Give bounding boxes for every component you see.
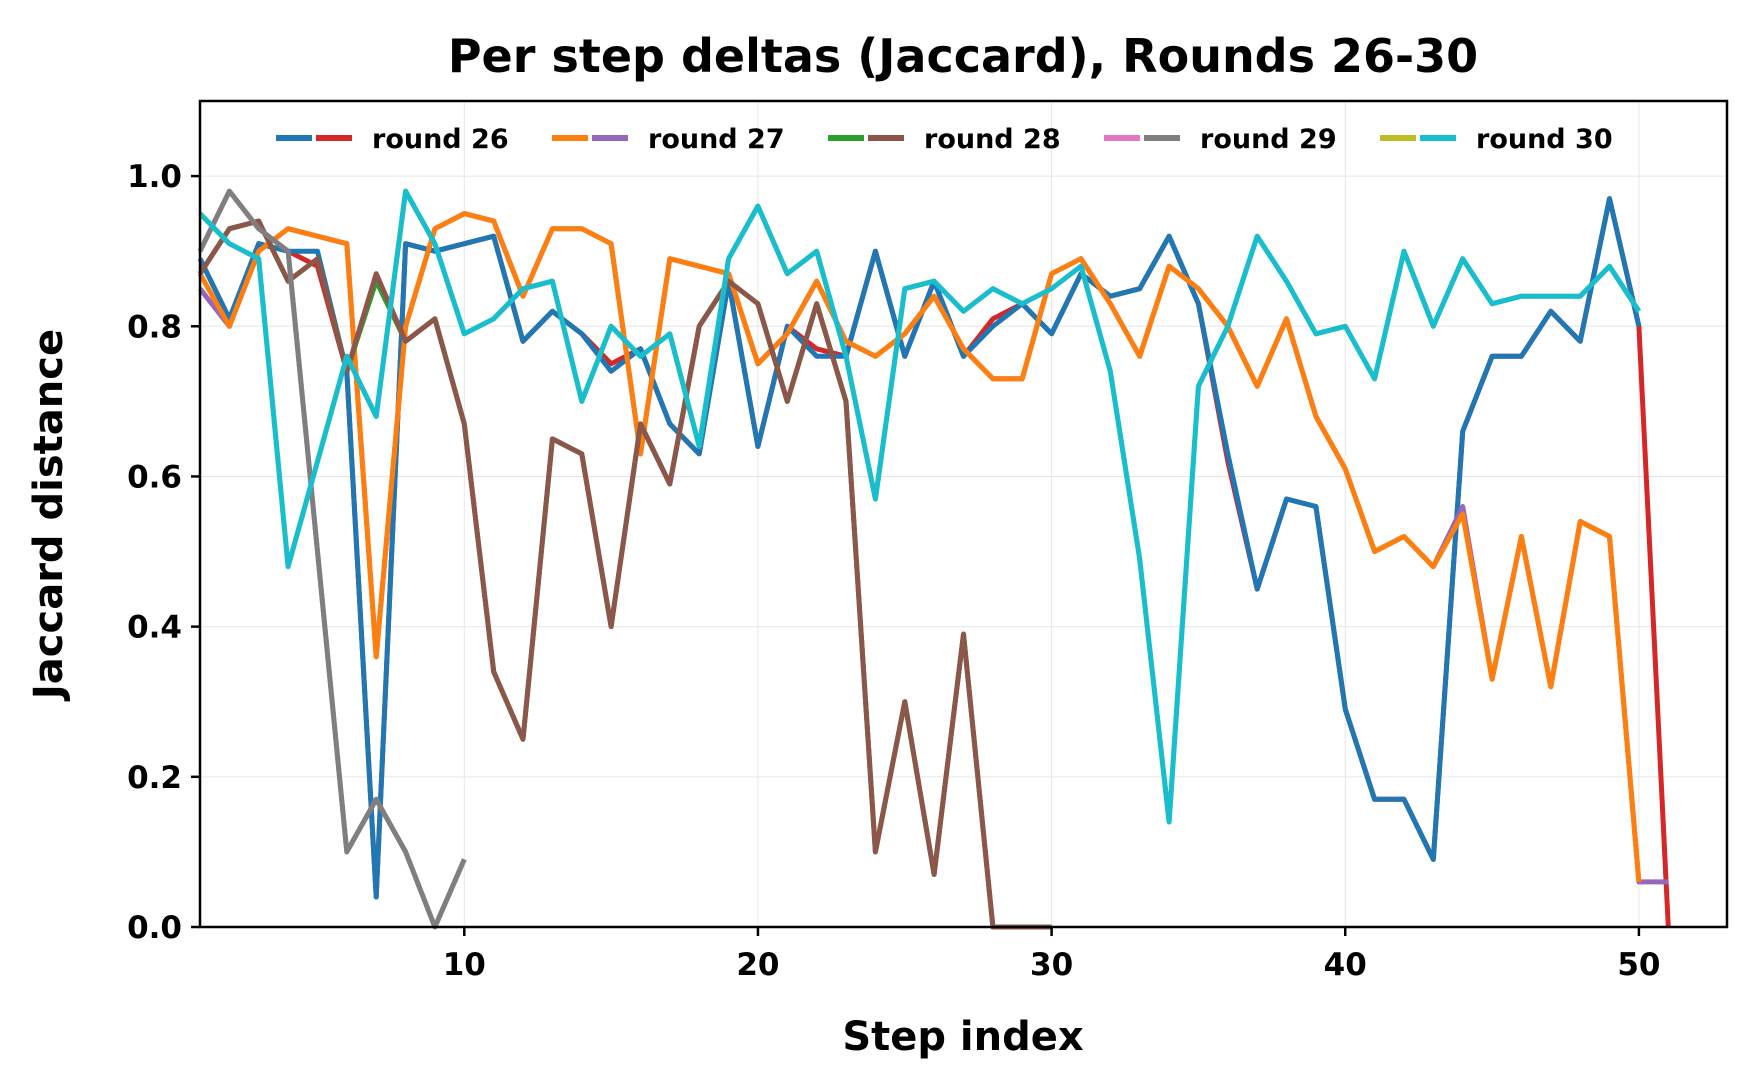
series-lines	[197, 188, 1671, 930]
y-axis-label: Jaccard distance	[26, 329, 72, 702]
legend: round 26 round 27 round 28 round 29 round 30	[276, 124, 1613, 155]
x-tick-label: 10	[443, 947, 486, 983]
legend-label: round 26	[372, 124, 509, 155]
y-tick-label: 0.0	[127, 910, 182, 946]
y-tick-label: 0.2	[127, 760, 182, 796]
legend-entry: round 27	[552, 124, 785, 155]
legend-label: round 28	[924, 124, 1061, 155]
legend-entry: round 28	[828, 124, 1061, 155]
legend-entry: round 29	[1104, 124, 1337, 155]
plot-frame	[198, 99, 1729, 929]
y-tick-label: 0.8	[127, 309, 182, 345]
series-line-0	[197, 196, 1671, 928]
series-line-9	[198, 188, 1641, 825]
x-axis-label: Step index	[842, 1014, 1084, 1060]
legend-label: round 27	[648, 124, 785, 155]
x-tick-label: 20	[736, 947, 779, 983]
y-tick-label: 0.6	[127, 459, 182, 495]
chart-title: Per step deltas (Jaccard), Rounds 26-30	[448, 29, 1478, 83]
legend-label: round 29	[1200, 124, 1337, 155]
x-tick-label: 30	[1030, 947, 1073, 983]
series-line-5	[197, 218, 1052, 930]
legend-label: round 30	[1476, 124, 1613, 155]
y-tick-label: 1.0	[127, 159, 182, 195]
series-line-3	[197, 211, 1642, 883]
x-tick-label: 50	[1617, 947, 1660, 983]
legend-entry: round 26	[276, 124, 509, 155]
grid-lines	[200, 101, 1727, 928]
y-tick-label: 0.4	[127, 610, 182, 646]
y-axis-ticks: 0.0 0.2 0.4 0.6 0.8 1.0	[127, 159, 200, 946]
legend-entry: round 30	[1380, 124, 1613, 155]
series-line-2	[198, 211, 1669, 885]
x-axis-ticks: 10 20 30 40 50	[443, 927, 1660, 983]
x-tick-label: 40	[1324, 947, 1367, 983]
series-line-7	[197, 188, 467, 930]
